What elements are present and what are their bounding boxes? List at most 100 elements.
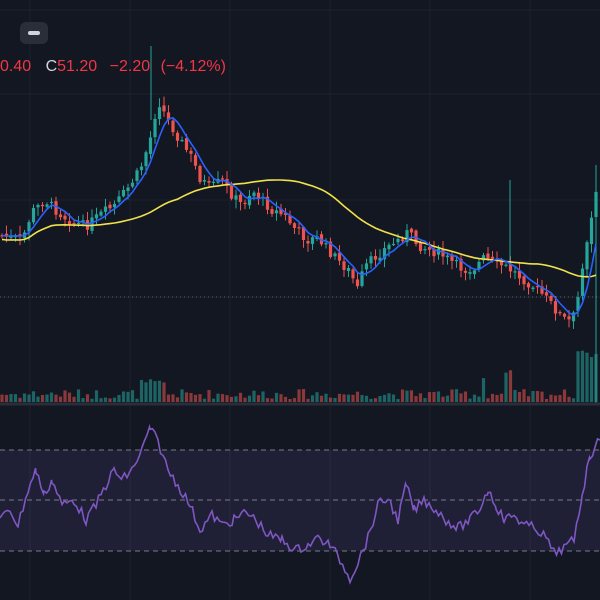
- volume-bar: [63, 390, 67, 402]
- volume-bar: [135, 398, 139, 402]
- legend-change-pct: (−4.12%): [160, 58, 226, 75]
- candle-body: [211, 181, 216, 183]
- volume-bar: [319, 395, 324, 402]
- candle-body: [193, 155, 198, 166]
- candle-body: [45, 204, 49, 207]
- minus-icon: [28, 31, 40, 35]
- volume-bar: [85, 394, 90, 402]
- volume-bar: [400, 389, 405, 402]
- volume-bar: [481, 378, 486, 402]
- volume-bar: [139, 379, 144, 402]
- volume-bar: [40, 394, 45, 402]
- volume-bar: [558, 395, 562, 402]
- ohlc-legend: 0.40 C51.20 −2.20 (−4.12%): [0, 56, 226, 78]
- volume-bar: [589, 357, 594, 402]
- candle-body: [499, 260, 504, 266]
- volume-bar: [477, 396, 481, 402]
- candle-body: [126, 187, 130, 191]
- candle-body: [571, 312, 576, 322]
- volume-bar: [31, 391, 36, 402]
- volume-bar: [391, 394, 396, 402]
- candle-body: [504, 264, 508, 266]
- volume-bar: [166, 394, 171, 402]
- candle-body: [441, 249, 445, 257]
- candle-body: [481, 255, 486, 261]
- volume-bar: [553, 395, 558, 402]
- volume-bar: [198, 394, 202, 402]
- volume-bar: [202, 398, 207, 402]
- volume-bar: [220, 394, 225, 402]
- moving-average-fast-line: [1, 117, 597, 317]
- volume-bar: [346, 394, 351, 402]
- volume-bar: [49, 392, 54, 402]
- candle-body: [256, 192, 261, 199]
- candle-body: [477, 261, 481, 269]
- volume-bar: [567, 396, 571, 402]
- candle-body: [540, 286, 544, 294]
- volume-bar: [436, 391, 441, 402]
- candle-body: [310, 237, 315, 244]
- volume-bar: [409, 390, 414, 402]
- volume-bar: [508, 370, 513, 402]
- candle-body: [472, 270, 477, 275]
- candle-body: [265, 196, 270, 210]
- candle-body: [135, 170, 139, 181]
- candle-body: [99, 211, 103, 216]
- candle-body: [400, 239, 405, 242]
- volume-bar: [22, 393, 27, 402]
- candle-body: [373, 256, 378, 260]
- candle-body: [459, 258, 463, 271]
- legend-low-value: 0.40: [0, 58, 32, 75]
- volume-bar: [378, 395, 382, 402]
- volume-bar: [72, 396, 76, 402]
- volume-bar: [229, 396, 234, 402]
- candle-body: [508, 263, 513, 272]
- legend-change: −2.20: [109, 58, 151, 75]
- volume-bar: [387, 393, 391, 402]
- volume-bar: [171, 394, 175, 402]
- volume-bar: [36, 396, 40, 402]
- volume-bar: [405, 390, 409, 402]
- candle-body: [94, 214, 99, 219]
- volume-bar: [189, 393, 193, 402]
- volume-bar: [148, 379, 153, 402]
- candle-body: [369, 256, 373, 264]
- candle-body: [292, 223, 297, 228]
- candle-body: [450, 254, 454, 261]
- candle-body: [153, 118, 157, 138]
- volume-bar: [58, 396, 63, 402]
- volume-bar: [45, 394, 49, 402]
- volume-bar: [513, 389, 517, 402]
- volume-bar: [562, 389, 567, 402]
- candle-body: [513, 271, 517, 273]
- volume-bar: [112, 397, 117, 402]
- volume-bar: [463, 391, 468, 402]
- candle-body: [189, 150, 193, 154]
- candle-body: [139, 166, 144, 171]
- volume-bar: [360, 395, 364, 402]
- volume-bar: [468, 398, 472, 402]
- candle-body: [351, 269, 355, 279]
- candle-body: [589, 217, 594, 245]
- candle-body: [297, 227, 301, 229]
- volume-bar: [270, 398, 274, 402]
- candle-body: [81, 220, 85, 223]
- candle-body: [9, 235, 13, 238]
- candle-body: [148, 137, 153, 154]
- collapse-legend-button[interactable]: [20, 22, 48, 44]
- candle-body: [486, 253, 490, 259]
- candle-body: [76, 222, 81, 224]
- volume-bar: [184, 392, 189, 402]
- candle-body: [108, 204, 112, 209]
- candle-body: [346, 268, 351, 272]
- volume-bar: [499, 393, 504, 402]
- candle-body: [157, 107, 162, 120]
- volume-bar: [261, 391, 265, 402]
- candle-body: [382, 248, 387, 260]
- volume-bar: [54, 394, 58, 402]
- candle-body: [423, 249, 427, 251]
- candle-body: [490, 256, 495, 259]
- candle-body: [117, 196, 121, 202]
- volume-bar: [225, 395, 229, 402]
